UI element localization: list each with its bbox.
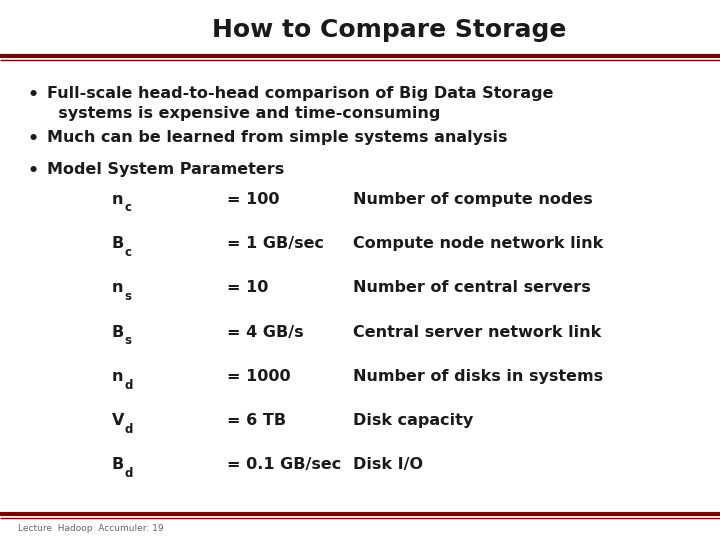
Text: = 1 GB/sec: = 1 GB/sec — [227, 236, 324, 251]
Text: B: B — [112, 325, 124, 340]
Text: = 0.1 GB/sec: = 0.1 GB/sec — [227, 457, 341, 472]
Text: c: c — [125, 201, 132, 214]
Text: •: • — [27, 86, 38, 104]
Text: •: • — [27, 162, 38, 180]
Text: d: d — [125, 379, 133, 392]
Text: Number of disks in systems: Number of disks in systems — [353, 369, 603, 384]
Text: B: B — [112, 457, 124, 472]
Text: s: s — [125, 334, 132, 347]
Text: Disk capacity: Disk capacity — [353, 413, 473, 428]
Text: = 4 GB/s: = 4 GB/s — [227, 325, 303, 340]
Text: n: n — [112, 369, 123, 384]
Text: s: s — [125, 290, 132, 303]
Text: = 6 TB: = 6 TB — [227, 413, 286, 428]
Text: Central server network link: Central server network link — [353, 325, 601, 340]
Text: B: B — [112, 236, 124, 251]
Text: Model System Parameters: Model System Parameters — [47, 162, 284, 177]
Text: = 1000: = 1000 — [227, 369, 290, 384]
Text: Disk I/O: Disk I/O — [353, 457, 423, 472]
Text: d: d — [125, 423, 133, 436]
Text: V: V — [112, 413, 124, 428]
Text: n: n — [112, 280, 123, 295]
Text: Full-scale head-to-head comparison of Big Data Storage
  systems is expensive an: Full-scale head-to-head comparison of Bi… — [47, 86, 553, 120]
Text: = 10: = 10 — [227, 280, 268, 295]
Text: Lecture  Hadoop  Accumuler: 19: Lecture Hadoop Accumuler: 19 — [18, 524, 163, 532]
Text: d: d — [125, 467, 133, 480]
Text: c: c — [125, 246, 132, 259]
Text: Much can be learned from simple systems analysis: Much can be learned from simple systems … — [47, 130, 508, 145]
Text: How to Compare Storage: How to Compare Storage — [212, 18, 566, 42]
Text: Compute node network link: Compute node network link — [353, 236, 603, 251]
Text: Number of central servers: Number of central servers — [353, 280, 590, 295]
Text: •: • — [27, 130, 38, 147]
Text: = 100: = 100 — [227, 192, 279, 207]
Text: Number of compute nodes: Number of compute nodes — [353, 192, 593, 207]
Text: n: n — [112, 192, 123, 207]
